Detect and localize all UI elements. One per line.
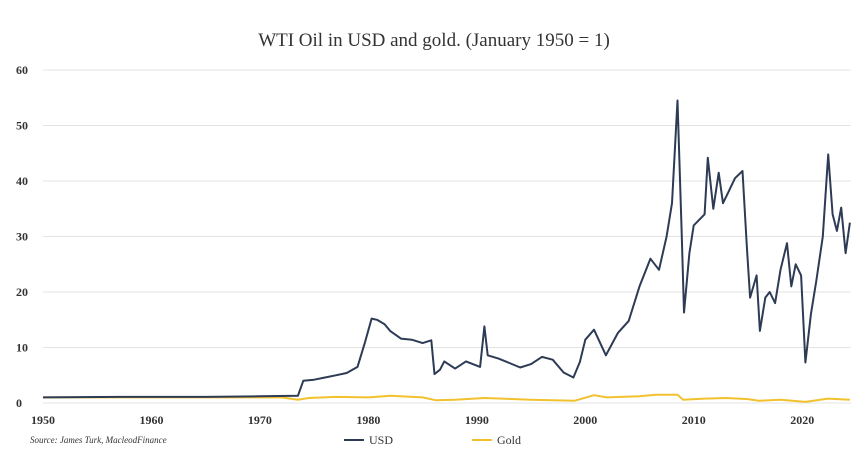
y-tick-label: 30 <box>16 230 28 244</box>
y-tick-label: 40 <box>16 174 28 188</box>
x-axis-ticks: 1950 1960 1970 1980 1990 2000 2010 2020 <box>31 413 814 427</box>
y-axis-ticks: 0 10 20 30 40 50 60 <box>16 63 28 410</box>
x-tick-label: 2010 <box>682 413 706 427</box>
y-tick-label: 10 <box>16 341 28 355</box>
x-tick-label: 2020 <box>790 413 814 427</box>
legend-label-gold: Gold <box>497 433 521 447</box>
y-tick-label: 50 <box>16 119 28 133</box>
chart-title: WTI Oil in USD and gold. (January 1950 =… <box>258 30 610 51</box>
x-tick-label: 1990 <box>465 413 489 427</box>
x-tick-label: 1960 <box>139 413 163 427</box>
legend-label-usd: USD <box>369 433 393 447</box>
x-tick-label: 1970 <box>248 413 272 427</box>
legend: USD Gold <box>344 433 521 447</box>
y-tick-label: 0 <box>16 396 22 410</box>
series-line-gold <box>43 393 850 403</box>
series-lines <box>42 99 851 403</box>
y-tick-label: 60 <box>16 63 28 77</box>
x-tick-label: 2000 <box>573 413 597 427</box>
grid-lines <box>43 69 851 404</box>
x-tick-label: 1950 <box>31 413 55 427</box>
y-tick-label: 20 <box>16 285 28 299</box>
series-line-usd <box>42 99 851 399</box>
chart-source: Source: James Turk, MacleodFinance <box>30 435 167 445</box>
x-tick-label: 1980 <box>356 413 380 427</box>
